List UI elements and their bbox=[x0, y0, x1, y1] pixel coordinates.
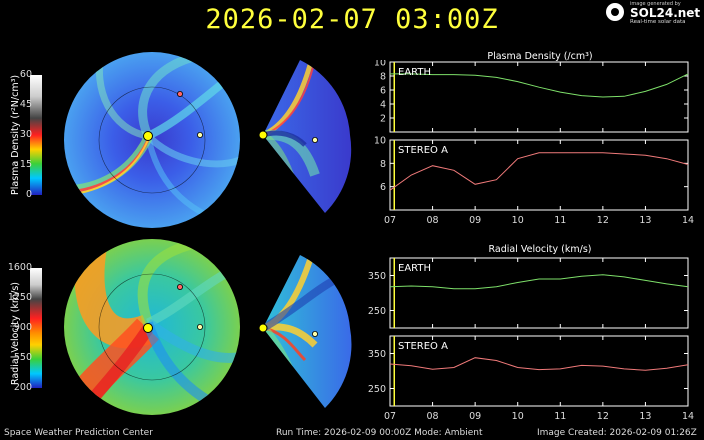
sun-marker-icon bbox=[258, 130, 268, 140]
y-tick-label: 6 bbox=[380, 86, 386, 97]
footer-image-created: Image Created: 2026-02-09 01:26Z bbox=[537, 428, 697, 438]
logo-brand: SOL24.net bbox=[630, 6, 701, 20]
footer-run-info: Run Time: 2026-02-09 00:00Z Mode: Ambien… bbox=[276, 428, 483, 438]
density-polar-plot bbox=[64, 52, 240, 228]
density-tick-4: 0 bbox=[25, 189, 32, 200]
panel-frame bbox=[389, 257, 689, 329]
density-tick-3: 15 bbox=[19, 159, 32, 170]
x-tick-label: 07 bbox=[384, 411, 396, 421]
sun-marker-icon bbox=[143, 131, 153, 141]
density-tick-2: 30 bbox=[19, 129, 32, 140]
y-tick-label: 8 bbox=[380, 159, 386, 170]
velocity-timeseries-chart: 250 350 EARTH 250 350 STEREO A 07 08 09 10 11 12 13 1… bbox=[368, 257, 694, 421]
sun-marker-icon bbox=[258, 323, 268, 333]
x-tick-label: 13 bbox=[639, 215, 651, 225]
panel-label: STEREO A bbox=[398, 341, 448, 352]
velocity-tick-3: 550 bbox=[13, 352, 32, 363]
density-tick-1: 45 bbox=[19, 99, 32, 110]
y-tick-label: 250 bbox=[368, 384, 386, 395]
series-line-earth bbox=[389, 274, 689, 290]
series-line-stereo-a bbox=[389, 152, 689, 191]
panel-frame bbox=[389, 335, 689, 407]
y-tick-label: 10 bbox=[374, 136, 386, 147]
velocity-wedge-plot bbox=[258, 255, 352, 408]
sun-logo-icon bbox=[606, 3, 624, 21]
earth-marker-icon bbox=[312, 331, 319, 338]
x-tick-label: 11 bbox=[554, 411, 566, 421]
logo-tagline: Real-time solar data bbox=[630, 19, 686, 25]
y-tick-label: 10 bbox=[374, 60, 386, 69]
earth-marker-icon bbox=[196, 132, 203, 139]
timestamp-title: 2026-02-07 03:00Z bbox=[205, 4, 499, 35]
x-tick-label: 13 bbox=[639, 411, 651, 421]
x-tick-label: 10 bbox=[512, 411, 524, 421]
x-tick-label: 07 bbox=[384, 215, 396, 225]
footer-source: Space Weather Prediction Center bbox=[4, 428, 153, 438]
velocity-tick-0: 1600 bbox=[7, 262, 32, 273]
panel-label: STEREO A bbox=[398, 145, 448, 156]
x-tick-label: 14 bbox=[682, 215, 694, 225]
x-tick-label: 12 bbox=[597, 215, 609, 225]
density-wedge-plot bbox=[258, 60, 352, 213]
y-tick-label: 2 bbox=[380, 114, 386, 125]
x-tick-label: 08 bbox=[427, 215, 439, 225]
panel-frame bbox=[389, 139, 689, 211]
stereo-a-marker-icon bbox=[177, 91, 184, 98]
y-tick-label: 350 bbox=[368, 349, 386, 360]
panel-label: EARTH bbox=[398, 263, 431, 274]
series-line-earth bbox=[390, 73, 689, 98]
x-tick-label: 14 bbox=[682, 411, 694, 421]
velocity-colorbar bbox=[30, 268, 42, 388]
density-timeseries-title: Plasma Density (/cm³) bbox=[487, 51, 593, 62]
density-timeseries-chart: 2 4 6 8 10 EARTH 6 8 10 STEREO A 07 08 09 10 11 12 13 14 bbox=[374, 60, 694, 225]
y-tick-label: 6 bbox=[380, 182, 386, 193]
density-colorbar bbox=[30, 75, 42, 195]
stereo-a-marker-icon bbox=[177, 284, 184, 291]
y-tick-label: 350 bbox=[368, 271, 386, 282]
panel-frame bbox=[389, 61, 689, 133]
density-tick-0: 60 bbox=[19, 69, 32, 80]
y-tick-label: 4 bbox=[380, 100, 386, 111]
x-tick-label: 09 bbox=[469, 215, 481, 225]
y-tick-label: 8 bbox=[380, 72, 386, 83]
velocity-tick-2: 900 bbox=[13, 322, 32, 333]
velocity-tick-4: 200 bbox=[13, 382, 32, 393]
earth-marker-icon bbox=[312, 137, 319, 144]
x-tick-label: 09 bbox=[469, 411, 481, 421]
x-tick-label: 11 bbox=[554, 215, 566, 225]
velocity-tick-1: 1250 bbox=[7, 292, 32, 303]
series-line-stereo-a bbox=[389, 357, 689, 371]
velocity-polar-plot bbox=[64, 239, 240, 415]
panel-label: EARTH bbox=[398, 67, 431, 78]
x-tick-label: 08 bbox=[427, 411, 439, 421]
sol24-logo: image generated by SOL24.net Real-time s… bbox=[602, 1, 701, 25]
logo-caption: image generated by bbox=[630, 1, 681, 7]
x-tick-label: 10 bbox=[512, 215, 524, 225]
earth-marker-icon bbox=[196, 324, 203, 331]
y-tick-label: 250 bbox=[368, 306, 386, 317]
velocity-timeseries-title: Radial Velocity (km/s) bbox=[488, 244, 592, 255]
sun-marker-icon bbox=[143, 323, 153, 333]
x-tick-label: 12 bbox=[597, 411, 609, 421]
